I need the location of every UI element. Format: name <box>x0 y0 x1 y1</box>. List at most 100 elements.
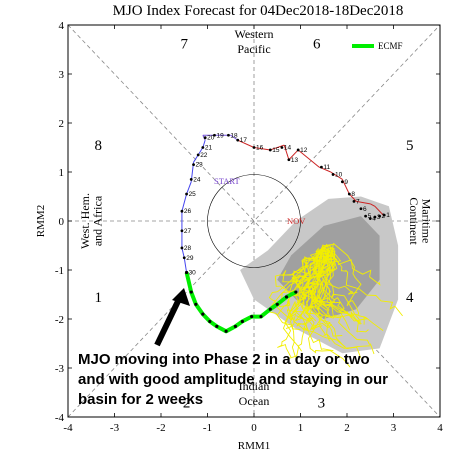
ecmf-day-point <box>194 302 198 306</box>
observed-day-label: 8 <box>351 191 355 198</box>
region-western-pacific-line2: Pacific <box>237 42 270 56</box>
observed-day-label: 12 <box>300 147 308 154</box>
x-tick-label: -3 <box>110 422 120 434</box>
observed-day-label: 1 <box>386 212 390 219</box>
x-tick-label: -4 <box>63 422 73 434</box>
observed-day-point <box>180 229 184 233</box>
chart-title: MJO Index Forecast for 04Dec2018-18Dec20… <box>113 3 404 19</box>
observed-day-point <box>182 256 186 260</box>
ensemble-member-line <box>297 250 335 328</box>
observed-day-point <box>296 148 300 152</box>
ensemble-member-line <box>291 251 330 322</box>
ecmf-day-point <box>233 324 237 328</box>
phase-label-5: 5 <box>406 138 414 154</box>
annotation-line-1: MJO moving into Phase 2 in a day or two <box>78 351 370 368</box>
observed-day-label: 27 <box>184 228 192 235</box>
observed-day-label: 6 <box>363 206 367 213</box>
observed-day-point <box>180 209 184 213</box>
annotation-line-3: basin for 2 weeks <box>78 391 203 408</box>
y-tick-label: 4 <box>59 20 65 32</box>
observed-day-point <box>236 138 240 142</box>
observed-day-point <box>268 148 272 152</box>
ensemble-members <box>266 243 403 368</box>
ecmf-day-point <box>189 290 193 294</box>
ecmf-day-point <box>201 312 205 316</box>
y-tick-label: -3 <box>55 363 65 375</box>
observed-day-point <box>347 192 351 196</box>
phase-label-7: 7 <box>181 37 189 53</box>
ensemble-member-line <box>309 243 349 315</box>
ensemble-member-line <box>266 249 330 358</box>
ecmf-day-point <box>224 329 228 333</box>
ecmf-day-point <box>275 302 279 306</box>
ecmf-day-point <box>215 324 219 328</box>
observed-day-label: 10 <box>335 171 343 178</box>
y-tick-label: 0 <box>59 216 65 228</box>
ecmf-forecast-line <box>184 270 298 334</box>
legend-label: ECMF <box>378 41 403 51</box>
ecmf-day-point <box>240 319 244 324</box>
observed-segment <box>348 193 357 202</box>
diagonal-line <box>67 24 441 418</box>
ensemble-member-line <box>313 245 369 325</box>
x-tick-label: 0 <box>251 422 257 434</box>
observed-day-label: 15 <box>272 147 280 154</box>
observed-segment <box>181 193 188 212</box>
x-tick-label: -1 <box>203 422 212 434</box>
ensemble-member-line <box>324 253 375 355</box>
ecmf-day-point <box>284 295 289 299</box>
legend: ECMF <box>352 41 403 51</box>
observed-day-point <box>189 177 193 181</box>
y-tick-label: 3 <box>59 69 65 81</box>
region-indian-ocean-line1: Indian <box>239 379 270 393</box>
annotation-arrow <box>154 288 190 347</box>
observed-segment <box>183 257 188 273</box>
y-tick-label: 1 <box>59 167 65 179</box>
ensemble-member-line <box>308 255 351 368</box>
x-tick-label: 4 <box>437 422 443 434</box>
observed-day-point <box>359 207 363 211</box>
observed-segment <box>270 144 285 151</box>
observed-day-label: 17 <box>240 137 248 144</box>
region-maritime-line2: Continent <box>407 197 421 245</box>
y-axis-label: RMM2 <box>35 205 47 237</box>
start-label: START <box>214 176 241 186</box>
observed-day-point <box>352 200 356 203</box>
observed-day-point <box>287 158 291 162</box>
phase-label-2: 2 <box>183 395 191 411</box>
ensemble-member-line <box>291 247 329 310</box>
plot-area: 1234567891011121314151617181920212223242… <box>55 20 443 434</box>
observed-day-label: 4 <box>372 216 376 223</box>
observed-day-label: 24 <box>193 176 201 183</box>
observed-day-label: 19 <box>216 132 224 139</box>
observed-day-label: 13 <box>291 157 299 164</box>
observed-day-label: 30 <box>189 269 197 276</box>
observed-segment <box>181 247 185 258</box>
x-tick-label: 1 <box>298 422 304 434</box>
x-tick-label: 3 <box>391 422 397 434</box>
observed-day-point <box>320 165 323 169</box>
observed-day-label: 14 <box>284 145 292 152</box>
ensemble-member-line <box>311 250 358 319</box>
observed-day-point <box>331 173 335 176</box>
observed-day-point <box>196 153 200 157</box>
ensemble-member-line <box>296 252 346 348</box>
observed-segment <box>197 147 204 156</box>
region-western-pacific-line1: Western <box>234 27 273 41</box>
region-maritime-line1: Maritime <box>419 199 433 244</box>
ecmf-day-point <box>259 314 263 319</box>
observed-day-point <box>185 192 188 196</box>
observed-day-label: 16 <box>256 145 264 152</box>
x-axis-label: RMM1 <box>238 440 270 452</box>
ensemble-member-line <box>298 243 333 331</box>
y-tick-label: -4 <box>55 412 65 424</box>
observed-day-label: 3 <box>377 214 381 221</box>
observed-day-point <box>192 163 195 167</box>
observed-segment <box>297 149 320 168</box>
observed-day-point <box>378 214 381 218</box>
observed-segment <box>374 205 383 214</box>
